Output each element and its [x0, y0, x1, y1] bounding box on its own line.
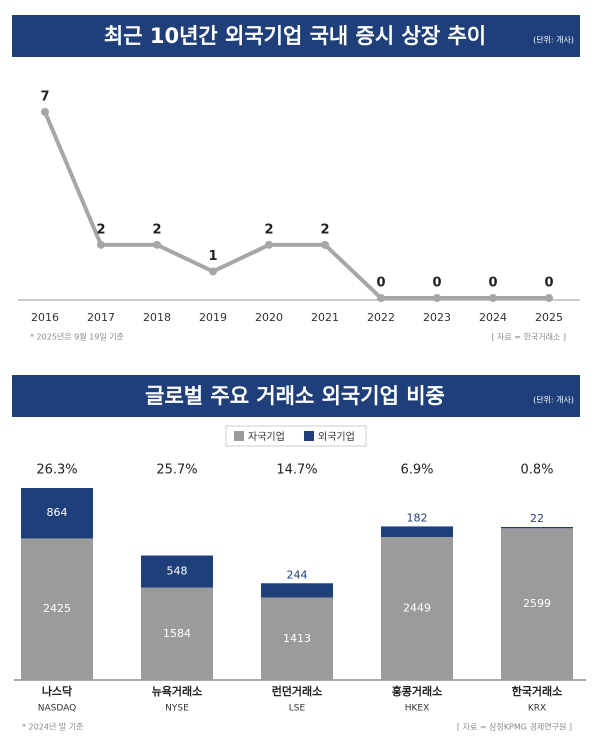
x-tick-sublabel: KRX — [528, 704, 546, 714]
share-label: 0.8% — [520, 463, 553, 478]
x-tick-sublabel: LSE — [289, 704, 306, 714]
legend-label: 자국기업 — [248, 430, 285, 443]
x-tick-label: 2019 — [199, 311, 227, 324]
share-label: 26.3% — [36, 463, 77, 478]
x-tick-label: 2024 — [479, 311, 507, 324]
bar-segment — [381, 537, 453, 680]
x-tick-label: 2017 — [87, 311, 115, 324]
marker — [321, 240, 329, 249]
data-label: 2 — [264, 222, 273, 237]
data-label: 1 — [208, 249, 217, 264]
unit-label: (단위: 개사) — [533, 35, 574, 45]
chart-title: 글로벌 주요 거래소 외국기업 비중 — [145, 384, 445, 408]
marker — [545, 294, 553, 302]
unit-label: (단위: 개사) — [533, 395, 574, 405]
x-tick-label: 한국거래소 — [512, 684, 563, 698]
marker — [489, 294, 497, 302]
bar-segment — [501, 528, 573, 680]
data-label: 2 — [320, 222, 329, 237]
data-label: 0 — [488, 276, 497, 291]
x-tick-label: 뉴욕거래소 — [152, 684, 203, 698]
source: [ 자료 = 삼정KPMG 경제연구원 ] — [457, 722, 572, 732]
data-label: 244 — [287, 568, 308, 581]
x-tick-label: 2021 — [311, 311, 339, 324]
data-label: 2599 — [523, 597, 551, 610]
title-banner — [12, 15, 580, 57]
data-label: 0 — [376, 276, 385, 291]
bar-segment — [261, 583, 333, 598]
legend-box — [225, 425, 367, 447]
legend-swatch — [304, 431, 314, 441]
marker — [97, 240, 105, 249]
x-tick-label: 2025 — [535, 311, 563, 324]
share-label: 25.7% — [156, 463, 197, 478]
bar-segment — [141, 555, 213, 588]
marker — [209, 267, 217, 276]
x-tick-label: 홍콩거래소 — [392, 684, 443, 698]
x-tick-sublabel: HKEX — [405, 704, 430, 714]
bar-segment — [141, 587, 213, 680]
marker — [433, 294, 441, 302]
x-tick-label: 2023 — [423, 311, 451, 324]
chart-title: 최근 10년간 외국기업 국내 증시 상장 추이 — [104, 24, 486, 48]
data-label: 182 — [407, 511, 428, 524]
data-label: 548 — [167, 565, 188, 578]
data-label: 1584 — [163, 627, 191, 640]
share-label: 6.9% — [400, 463, 433, 478]
marker — [153, 240, 161, 249]
data-label: 2449 — [403, 602, 431, 615]
data-label: 864 — [47, 506, 68, 519]
data-label: 22 — [530, 512, 544, 525]
x-tick-label: 나스닥 — [42, 684, 72, 698]
data-label: 2 — [96, 222, 105, 237]
data-label: 0 — [432, 276, 441, 291]
note: * 2024년 말 기준 — [22, 722, 83, 732]
data-label: 2425 — [43, 602, 71, 615]
share-label: 14.7% — [276, 463, 317, 478]
x-tick-label: 2020 — [255, 311, 283, 324]
marker — [377, 294, 385, 302]
marker — [265, 240, 273, 249]
note: * 2025년은 9월 19일 기준 — [30, 332, 124, 342]
title-banner — [12, 375, 580, 417]
data-label: 7 — [40, 90, 49, 105]
x-tick-label: 2016 — [31, 311, 59, 324]
bar-segment — [261, 597, 333, 680]
x-tick-label: 런던거래소 — [272, 684, 323, 698]
bar-segment — [21, 488, 93, 539]
data-label: 0 — [544, 276, 553, 291]
bar-segment — [501, 526, 573, 529]
legend-swatch — [234, 431, 244, 441]
x-tick-sublabel: NASDAQ — [38, 704, 76, 714]
marker — [41, 108, 49, 116]
bar-segment — [381, 526, 453, 538]
x-tick-label: 2022 — [367, 311, 395, 324]
source: [ 자료 = 한국거래소 ] — [491, 333, 566, 342]
bar-segment — [21, 538, 93, 680]
x-tick-label: 2018 — [143, 311, 171, 324]
data-label: 1413 — [283, 632, 311, 645]
line — [43, 111, 549, 300]
data-label: 2 — [152, 222, 161, 237]
x-tick-sublabel: NYSE — [165, 704, 189, 714]
legend-label: 외국기업 — [318, 430, 355, 443]
